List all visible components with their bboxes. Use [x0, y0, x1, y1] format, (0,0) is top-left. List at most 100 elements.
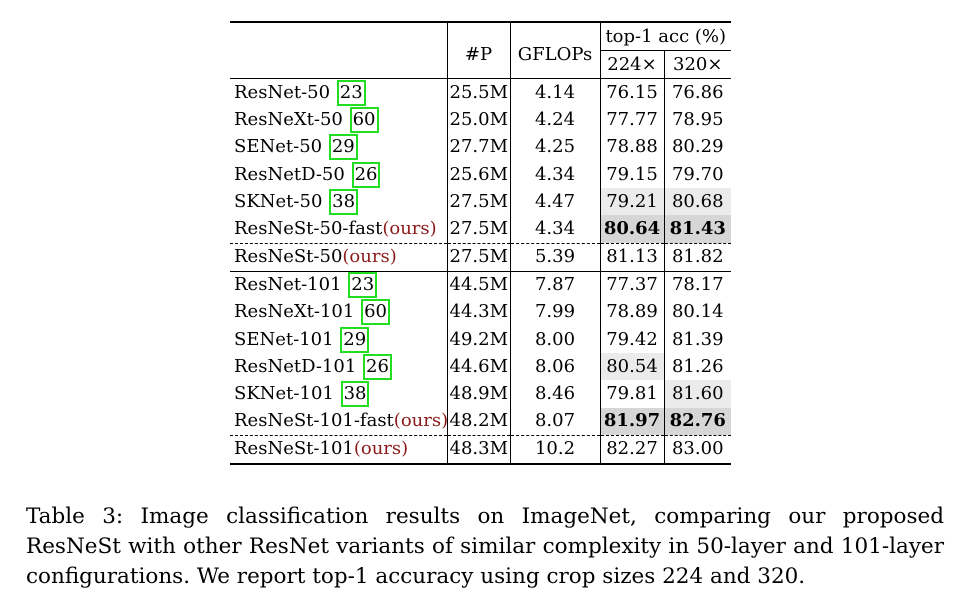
citation-link[interactable]: 26 — [351, 161, 381, 188]
acc320-cell: 78.17 — [664, 270, 731, 299]
acc224-cell: 81.97 — [600, 407, 665, 436]
header-res-320: 320× — [664, 50, 731, 79]
model-name-cell: ResNetD-50 26 — [230, 160, 448, 189]
acc320-cell: 79.70 — [671, 163, 724, 185]
acc320-cell: 80.29 — [671, 136, 724, 158]
acc320-cell: 81.26 — [671, 355, 724, 377]
model-name-cell: SENet-50 29 — [230, 133, 448, 161]
acc320-cell: 81.60 — [664, 380, 731, 408]
model-name: ResNeSt-101-fast — [234, 410, 394, 432]
gflops-cell: 4.24 — [510, 106, 601, 134]
gflops-cell: 5.39 — [510, 242, 601, 272]
model-name: SKNet-50 — [234, 190, 329, 212]
gflops-cell: 8.06 — [510, 353, 601, 381]
table-row: ResNetD-50 26 25.6M 4.34 79.15 79.70 — [230, 160, 731, 189]
acc320-cell: 81.82 — [664, 242, 731, 272]
table-row: ResNeSt-101(ours) 48.3M 10.2 82.27 83.00 — [230, 434, 731, 465]
acc224-cell: 78.89 — [600, 298, 665, 327]
model-name: ResNet-101 — [234, 274, 348, 296]
acc320-cell: 83.00 — [664, 434, 731, 465]
table-row: SKNet-101 38 48.9M 8.46 79.81 81.60 — [230, 380, 731, 408]
params-cell: 27.5M — [447, 242, 511, 272]
ours-tag: (ours) — [393, 410, 449, 432]
acc320-cell: 80.68 — [664, 188, 731, 216]
params-cell: 49.2M — [447, 326, 511, 354]
header-row-1: #P GFLOPs top-1 acc (%) — [230, 21, 731, 79]
model-name: ResNeXt-50 — [234, 109, 349, 131]
params-cell: 44.5M — [447, 270, 511, 299]
acc224-cell: 79.42 — [600, 326, 665, 354]
params-cell: 48.9M — [447, 380, 511, 408]
gflops-cell: 7.99 — [510, 298, 601, 327]
model-name-cell: ResNetD-101 26 — [230, 353, 448, 381]
gflops-cell: 4.14 — [510, 78, 601, 107]
table-row: SKNet-50 38 27.5M 4.47 79.21 80.68 — [230, 188, 731, 216]
header-res-224: 224× — [600, 50, 665, 79]
table-row: ResNeXt-101 60 44.3M 7.99 78.89 80.14 — [230, 298, 731, 327]
table-row: ResNeXt-50 60 25.0M 4.24 77.77 78.95 — [230, 106, 731, 134]
model-name-cell: ResNeSt-101(ours) — [230, 434, 448, 465]
gflops-cell: 8.00 — [510, 326, 601, 354]
gflops-cell: 10.2 — [510, 434, 601, 465]
model-name: ResNeSt-50-fast — [234, 217, 383, 239]
model-name-cell: ResNet-101 23 — [230, 270, 448, 299]
citation-link[interactable]: 26 — [363, 353, 392, 380]
acc224-cell: 79.21 — [600, 188, 665, 216]
gflops-cell: 8.07 — [510, 407, 601, 436]
header-model — [230, 21, 448, 79]
params-cell: 25.0M — [447, 106, 511, 134]
acc320-cell: 76.86 — [664, 78, 731, 107]
table-row: ResNetD-101 26 44.6M 8.06 80.54 81.26 — [230, 353, 731, 381]
table-row: ResNeSt-101-fast(ours) 48.2M 8.07 81.97 82.7… — [230, 407, 731, 436]
params-cell: 44.6M — [447, 353, 511, 381]
params-cell: 48.2M — [447, 407, 511, 436]
model-name-cell: ResNeXt-50 60 — [230, 106, 448, 134]
acc320-cell: 81.43 — [664, 215, 731, 243]
model-name: ResNet-50 — [234, 81, 336, 103]
header-params: #P — [447, 21, 511, 79]
params-cell: 44.3M — [447, 298, 511, 327]
model-name-cell: SKNet-50 38 — [230, 188, 448, 216]
citation-link[interactable]: 23 — [336, 79, 366, 106]
citation-link[interactable]: 23 — [348, 272, 378, 299]
model-name-cell: ResNeSt-101-fast(ours) — [230, 407, 449, 436]
model-name: ResNetD-101 — [234, 355, 363, 377]
citation-link[interactable]: 38 — [329, 188, 359, 215]
table-caption: Table 3: Image classification results on… — [26, 504, 944, 589]
acc320-cell: 78.95 — [671, 109, 724, 131]
model-name: ResNeXt-101 — [234, 301, 361, 323]
params-cell: 27.5M — [447, 188, 511, 216]
model-name: ResNeSt-50 — [234, 246, 343, 268]
model-name-cell: ResNeXt-101 60 — [230, 298, 448, 327]
ours-tag: (ours) — [342, 246, 397, 268]
citation-link[interactable]: 29 — [328, 134, 358, 161]
params-cell: 27.5M — [447, 215, 511, 243]
params-cell: 25.6M — [447, 160, 511, 189]
citation-link[interactable]: 38 — [340, 381, 370, 408]
gflops-cell: 4.34 — [510, 160, 601, 189]
header-acc-group: top-1 acc (%) — [600, 21, 731, 51]
acc224-cell: 78.88 — [600, 133, 665, 161]
gflops-cell: 8.46 — [510, 380, 601, 408]
citation-link[interactable]: 60 — [361, 299, 390, 326]
ours-tag: (ours) — [382, 217, 437, 239]
acc224-cell: 81.13 — [600, 242, 665, 272]
acc224-cell: 79.15 — [600, 160, 665, 189]
table-row: SENet-101 29 49.2M 8.00 79.42 81.39 — [230, 326, 731, 354]
acc320-cell: 81.39 — [671, 328, 724, 350]
header-gflops: GFLOPs — [510, 21, 601, 79]
model-name: ResNetD-50 — [234, 163, 351, 185]
citation-link[interactable]: 29 — [340, 326, 370, 353]
params-cell: 27.7M — [447, 133, 511, 161]
model-name: SENet-101 — [234, 328, 340, 350]
table-row: ResNeSt-50(ours) 27.5M 5.39 81.13 81.82 — [230, 242, 731, 272]
params-cell: 48.3M — [447, 434, 511, 465]
table-row: SENet-50 29 27.7M 4.25 78.88 80.29 — [230, 133, 731, 161]
model-name-cell: ResNeSt-50(ours) — [230, 242, 448, 272]
model-name: SKNet-101 — [234, 383, 340, 405]
acc224-cell: 80.64 — [600, 215, 665, 243]
model-name-cell: SENet-101 29 — [230, 326, 448, 354]
acc320-cell: 82.76 — [664, 407, 731, 436]
citation-link[interactable]: 60 — [349, 107, 379, 134]
table-body: ResNet-50 23 25.5M 4.14 76.15 76.86 ResNeXt-5… — [230, 78, 731, 465]
